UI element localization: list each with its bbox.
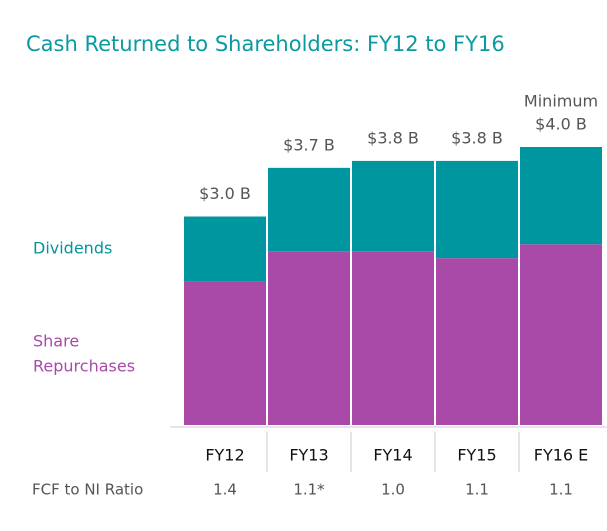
x-tick-label: FY13 — [289, 446, 328, 465]
x-tick-label: FY15 — [457, 446, 496, 465]
total-label: $3.7 B — [283, 135, 335, 154]
chart-title: Cash Returned to Shareholders: FY12 to F… — [26, 32, 505, 56]
legend-label: Share Repurchases — [33, 331, 135, 375]
ratio-value: 1.4 — [213, 481, 237, 499]
bar-segment — [184, 216, 266, 282]
ratio-title: FCF to NI Ratio — [32, 481, 143, 499]
x-tick-label: FY16 E — [534, 446, 589, 465]
total-label: $3.8 B — [451, 128, 503, 147]
bar-segment — [352, 251, 434, 425]
legend-line: Share — [33, 331, 79, 350]
ratio-value: 1.1* — [293, 481, 325, 499]
x-tick-label: FY14 — [373, 446, 412, 465]
bar-segment — [268, 251, 350, 425]
total-label: $3.8 B — [367, 128, 419, 147]
bar-segment — [520, 147, 602, 245]
bar-segment — [436, 160, 518, 259]
bar-segment — [268, 167, 350, 252]
annotation: Minimum — [524, 92, 598, 111]
ratio-value: 1.1 — [549, 481, 573, 499]
total-label: $3.0 B — [199, 184, 251, 203]
total-label: $4.0 B — [535, 115, 587, 134]
ratio-value: 1.1 — [465, 481, 489, 499]
bar-segment — [520, 244, 602, 425]
bar-segment — [436, 258, 518, 425]
bar-segment — [184, 281, 266, 425]
bar-segment — [352, 160, 434, 252]
ratio-value: 1.0 — [381, 481, 405, 499]
x-tick-label: FY12 — [205, 446, 244, 465]
legend-label: Dividends — [33, 239, 112, 258]
legend-line: Repurchases — [33, 356, 135, 375]
